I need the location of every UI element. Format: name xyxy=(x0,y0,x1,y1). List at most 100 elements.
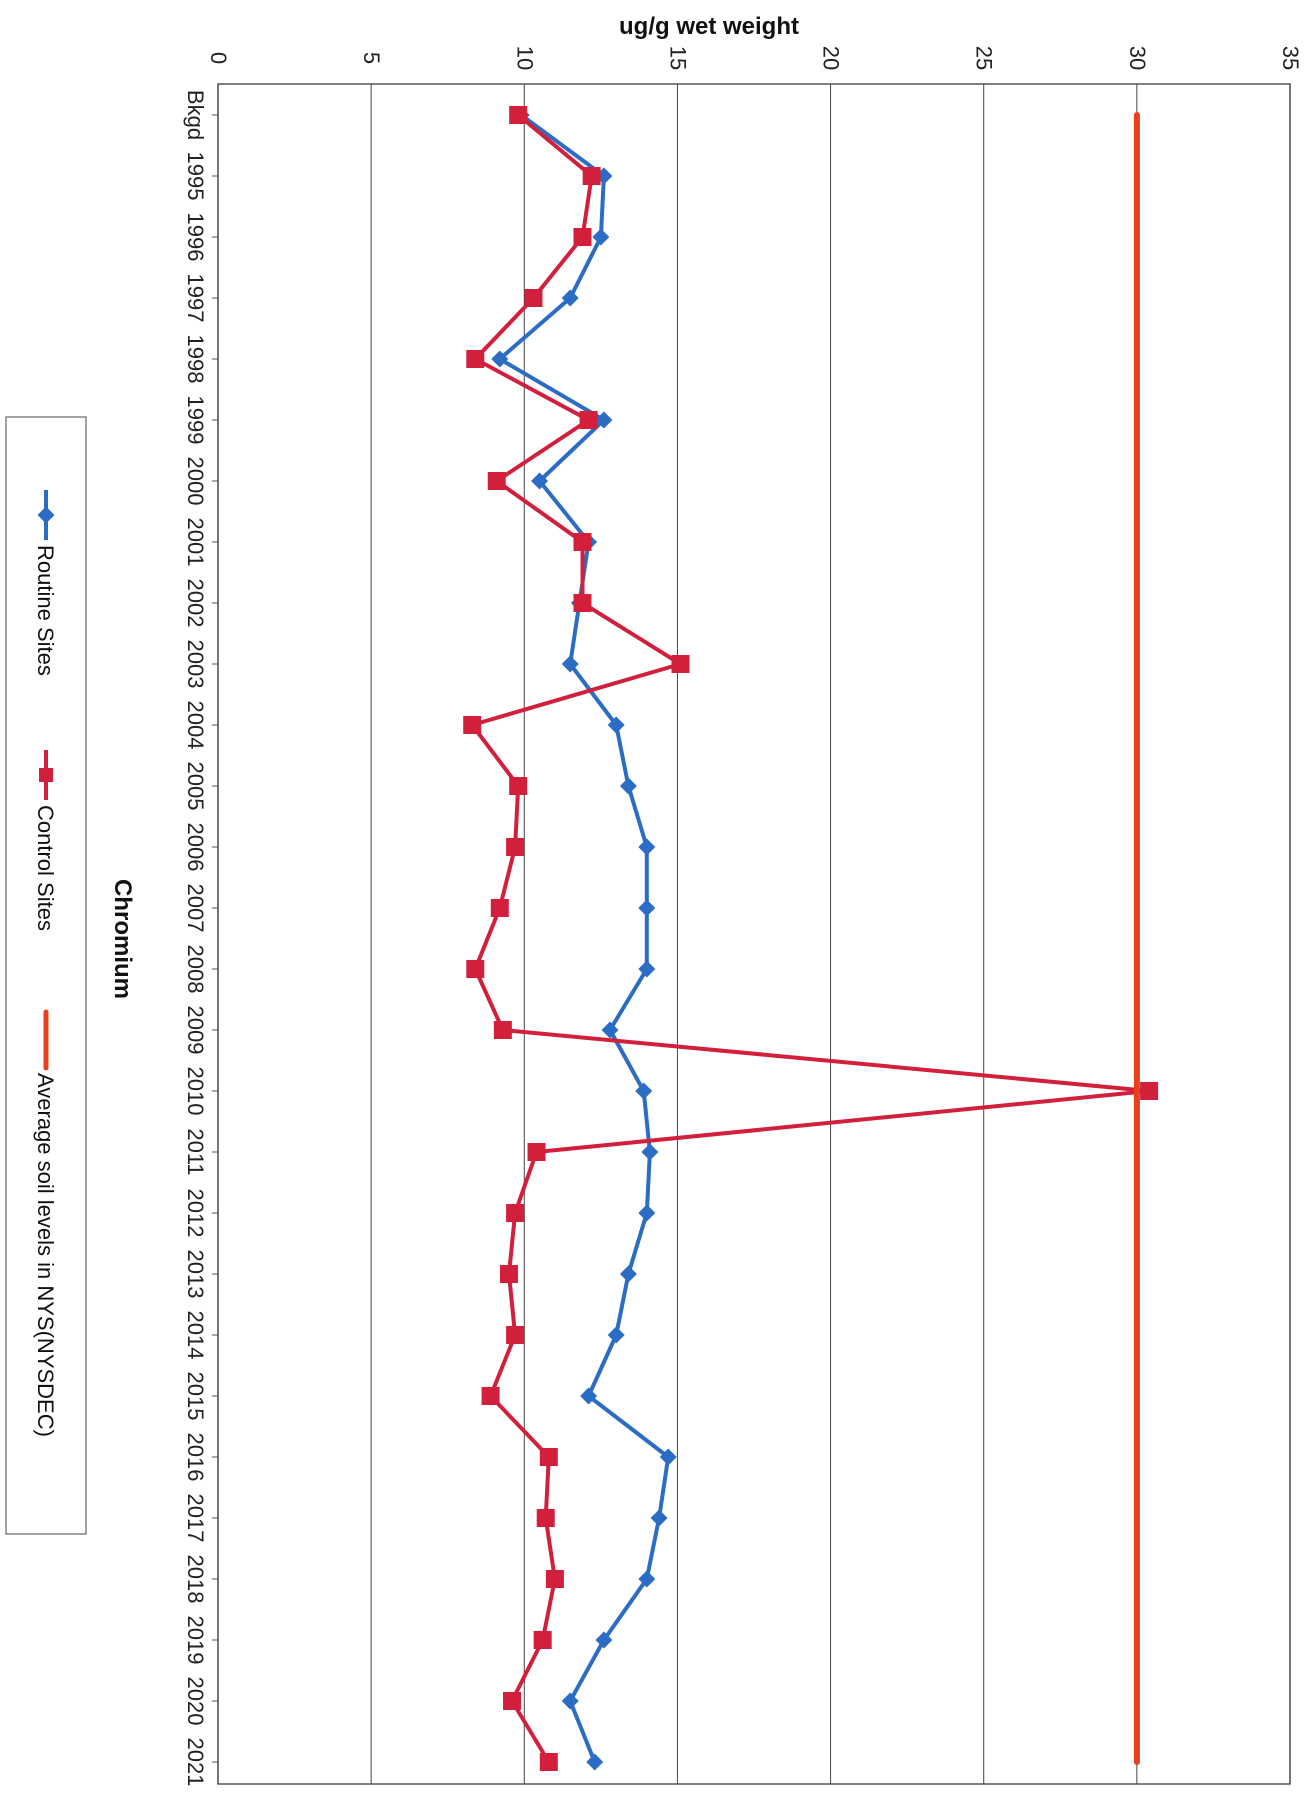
x-tick-label: 2019 xyxy=(183,1616,208,1665)
control-sites-point xyxy=(671,655,690,673)
x-tick-label: 2002 xyxy=(183,579,208,628)
x-tick-label: Bkgd xyxy=(183,90,208,140)
y-axis-title: ug/g wet weight xyxy=(619,13,799,40)
routine-sites-point xyxy=(607,1326,625,1344)
routine-sites-point xyxy=(638,838,656,856)
routine-sites-point xyxy=(619,777,637,795)
routine-sites-point xyxy=(491,350,509,368)
control-sites-point xyxy=(536,1509,555,1527)
control-sites-point xyxy=(545,1570,564,1588)
routine-sites-point xyxy=(595,411,613,429)
y-tick-label: 20 xyxy=(819,46,844,70)
control-sites-point xyxy=(533,1631,552,1649)
series-line-0 xyxy=(497,113,671,1764)
routine-sites-point xyxy=(638,1204,656,1222)
legend-label-routine-sites: Routine Sites xyxy=(33,545,58,676)
control-sites-point xyxy=(487,472,506,490)
control-sites-point xyxy=(493,1021,512,1039)
x-tick-label: 1996 xyxy=(183,213,208,262)
x-tick-label: 2010 xyxy=(183,1067,208,1116)
routine-sites-point xyxy=(650,1509,668,1527)
x-tick-label: 2004 xyxy=(183,701,208,750)
x-tick-label: 2001 xyxy=(183,518,208,567)
control-sites-point xyxy=(466,960,485,978)
routine-sites-point xyxy=(595,1631,613,1649)
legend: Routine Sites Control Sites Average soil… xyxy=(5,416,87,1535)
control-sites-point xyxy=(573,594,592,612)
control-sites-point xyxy=(582,167,601,185)
y-tick-label: 5 xyxy=(359,52,384,64)
control-sites-point xyxy=(503,1692,522,1710)
control-sites-point xyxy=(499,1265,518,1283)
control-sites-point xyxy=(579,411,598,429)
control-sites-point xyxy=(573,228,592,246)
y-tick-label: 10 xyxy=(512,46,537,70)
routine-sites-point xyxy=(601,1021,619,1039)
series-line-1 xyxy=(470,113,1152,1764)
control-sites-point xyxy=(509,777,528,795)
routine-sites-point xyxy=(592,228,610,246)
y-tick-label: 15 xyxy=(665,46,690,70)
x-tick-label: 2021 xyxy=(183,1738,208,1787)
x-tick-label: 2009 xyxy=(183,1006,208,1055)
routine-sites-point xyxy=(635,1082,653,1100)
y-tick-label: 35 xyxy=(1278,46,1303,70)
legend-item-average-soil-levels: Average soil levels in NYS(NYSDEC) xyxy=(33,1009,58,1437)
x-tick-label: 2006 xyxy=(183,823,208,872)
routine-sites-point xyxy=(580,1387,598,1405)
control-sites-point xyxy=(527,1143,546,1161)
control-sites-point xyxy=(506,1204,525,1222)
x-tick-label: 2003 xyxy=(183,640,208,689)
x-tick-label: 2008 xyxy=(183,945,208,994)
x-tick-label: 2017 xyxy=(183,1494,208,1543)
legend-label-control-sites: Control Sites xyxy=(33,805,58,931)
routine-sites-point xyxy=(659,1448,677,1466)
x-tick-label: 2015 xyxy=(183,1372,208,1421)
control-sites-point xyxy=(490,899,509,917)
legend-box xyxy=(5,416,87,1535)
routine-sites-point xyxy=(586,1753,604,1771)
plot-area xyxy=(217,83,1291,1785)
x-tick-label: 2014 xyxy=(183,1311,208,1360)
control-sites-point xyxy=(506,838,525,856)
chart-title: Chromium xyxy=(109,879,136,999)
x-tick-label: 2016 xyxy=(183,1433,208,1482)
x-tick-label: 2000 xyxy=(183,457,208,506)
x-tick-label: 2005 xyxy=(183,762,208,811)
x-tick-label: 2012 xyxy=(183,1189,208,1238)
y-tick-label: 0 xyxy=(206,52,231,64)
x-tick-label: 1997 xyxy=(183,274,208,323)
control-sites-point xyxy=(1140,1082,1159,1100)
control-sites-point xyxy=(463,716,482,734)
y-tick-label: 30 xyxy=(1125,46,1150,70)
routine-sites-point xyxy=(638,960,656,978)
control-sites-point xyxy=(524,289,543,307)
legend-item-control-sites: Control Sites xyxy=(33,750,58,931)
control-sites-point xyxy=(466,350,485,368)
routine-sites-point xyxy=(619,1265,637,1283)
control-sites-point xyxy=(509,106,528,124)
routine-sites-point xyxy=(561,655,579,673)
control-sites-point xyxy=(506,1326,525,1344)
control-sites-point xyxy=(573,533,592,551)
routine-sites-point xyxy=(607,716,625,734)
x-tick-label: 2018 xyxy=(183,1555,208,1604)
x-tick-label: 2020 xyxy=(183,1677,208,1726)
routine-sites-point xyxy=(641,1143,659,1161)
x-tick-label: 1999 xyxy=(183,396,208,445)
routine-sites-point xyxy=(638,899,656,917)
x-tick-label: 2013 xyxy=(183,1250,208,1299)
control-sites-point xyxy=(539,1448,558,1466)
x-tick-label: 1995 xyxy=(183,152,208,201)
routine-sites-point xyxy=(561,1692,579,1710)
x-tick-label: 2007 xyxy=(183,884,208,933)
y-tick-label: 25 xyxy=(972,46,997,70)
routine-sites-point xyxy=(561,289,579,307)
control-sites-point xyxy=(481,1387,500,1405)
legend-item-routine-sites: Routine Sites xyxy=(33,490,58,676)
control-sites-point xyxy=(539,1753,558,1771)
x-tick-label: 2011 xyxy=(183,1128,208,1175)
routine-sites-point xyxy=(531,472,549,490)
legend-label-average-soil-levels: Average soil levels in NYS(NYSDEC) xyxy=(33,1073,58,1437)
